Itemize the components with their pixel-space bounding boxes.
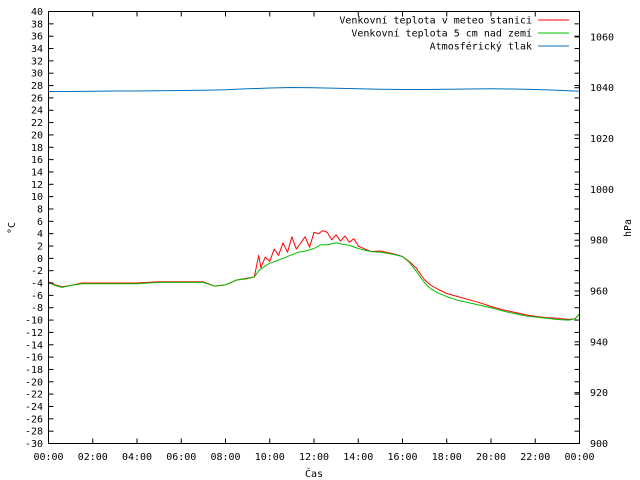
series-layer	[48, 87, 580, 321]
left-tick-label: -22	[25, 390, 43, 401]
x-axis-label: Čas	[305, 467, 323, 480]
x-tick-label: 12:00	[299, 452, 329, 463]
left-tick-label: -6	[31, 291, 43, 302]
x-tick-label: 08:00	[210, 452, 240, 463]
right-axis: 1060 1040 1020 1000 980 960 940 920 900	[574, 32, 614, 450]
y-axis-left-label: °C	[7, 222, 18, 234]
series-line-1	[48, 242, 580, 321]
left-tick-label: 10	[31, 192, 43, 203]
left-tick-label: -12	[25, 328, 43, 339]
plot-frame	[48, 11, 580, 444]
left-tick-label: 34	[31, 44, 43, 55]
left-tick-label: 20	[31, 130, 43, 141]
series-line-0	[48, 230, 580, 320]
x-tick-label: 00:00	[564, 452, 594, 463]
left-tick-label: -10	[25, 316, 43, 327]
left-tick-label: 36	[31, 32, 43, 43]
left-tick-label: 14	[31, 167, 43, 178]
legend: Venkovní teplota v meteo staniciVenkovní…	[339, 15, 569, 53]
right-tick-label: 960	[590, 287, 608, 298]
right-tick-label: 940	[590, 337, 608, 348]
left-tick-label: 0	[37, 254, 43, 265]
x-tick-label: 04:00	[122, 452, 152, 463]
left-tick-label: 12	[31, 180, 43, 191]
left-tick-label: -8	[31, 303, 43, 314]
left-tick-label: -4	[31, 279, 43, 290]
x-tick-label: 10:00	[255, 452, 285, 463]
x-tick-label: 20:00	[476, 452, 506, 463]
left-tick-label: 16	[31, 155, 43, 166]
right-tick-label: 980	[590, 236, 608, 247]
left-tick-label: -16	[25, 353, 43, 364]
legend-label-2: Atmosférický tlak	[430, 41, 532, 53]
left-tick-label: 18	[31, 143, 43, 154]
x-tick-label: 22:00	[520, 452, 550, 463]
left-tick-label: 26	[31, 93, 43, 104]
x-tick-label: 18:00	[432, 452, 462, 463]
left-tick-label: 40	[31, 7, 43, 18]
series-line-2	[48, 87, 580, 92]
left-tick-label: 38	[31, 19, 43, 30]
left-tick-label: -20	[25, 377, 43, 388]
right-tick-label: 1020	[590, 134, 614, 145]
left-tick-label: -2	[31, 266, 43, 277]
right-tick-label: 900	[590, 439, 608, 450]
left-tick-label: 4	[37, 229, 43, 240]
x-tick-label: 02:00	[78, 452, 108, 463]
right-tick-label: 1000	[590, 185, 614, 196]
left-tick-label: 32	[31, 56, 43, 67]
left-tick-label: -14	[25, 340, 43, 351]
right-tick-label: 1040	[590, 83, 614, 94]
x-tick-label: 14:00	[343, 452, 373, 463]
left-axis: 4038363432302826242220181614121086420-2-…	[25, 7, 580, 450]
left-tick-label: -18	[25, 365, 43, 376]
right-tick-label: 920	[590, 388, 608, 399]
left-tick-label: -24	[25, 402, 43, 413]
left-tick-label: 30	[31, 69, 43, 80]
left-tick-label: 24	[31, 106, 43, 117]
left-tick-label: 28	[31, 81, 43, 92]
left-tick-label: -28	[25, 427, 43, 438]
x-tick-label: 06:00	[166, 452, 196, 463]
left-tick-label: -30	[25, 439, 43, 450]
y-axis-right-label: hPa	[623, 219, 634, 237]
legend-label-0: Venkovní teplota v meteo stanici	[339, 15, 532, 27]
x-tick-label: 00:00	[33, 452, 63, 463]
right-tick-label: 1060	[590, 32, 614, 43]
left-tick-label: 6	[37, 217, 43, 228]
left-tick-label: -26	[25, 414, 43, 425]
left-tick-label: 8	[37, 204, 43, 215]
left-tick-label: 22	[31, 118, 43, 129]
x-axis: 00:00 02:00 04:00 06:00 08:00 10:00 12:00 14:00…	[33, 11, 595, 463]
left-tick-label: 2	[37, 242, 43, 253]
legend-label-1: Venkovní teplota 5 cm nad zemí	[351, 28, 532, 40]
x-tick-label: 16:00	[387, 452, 417, 463]
